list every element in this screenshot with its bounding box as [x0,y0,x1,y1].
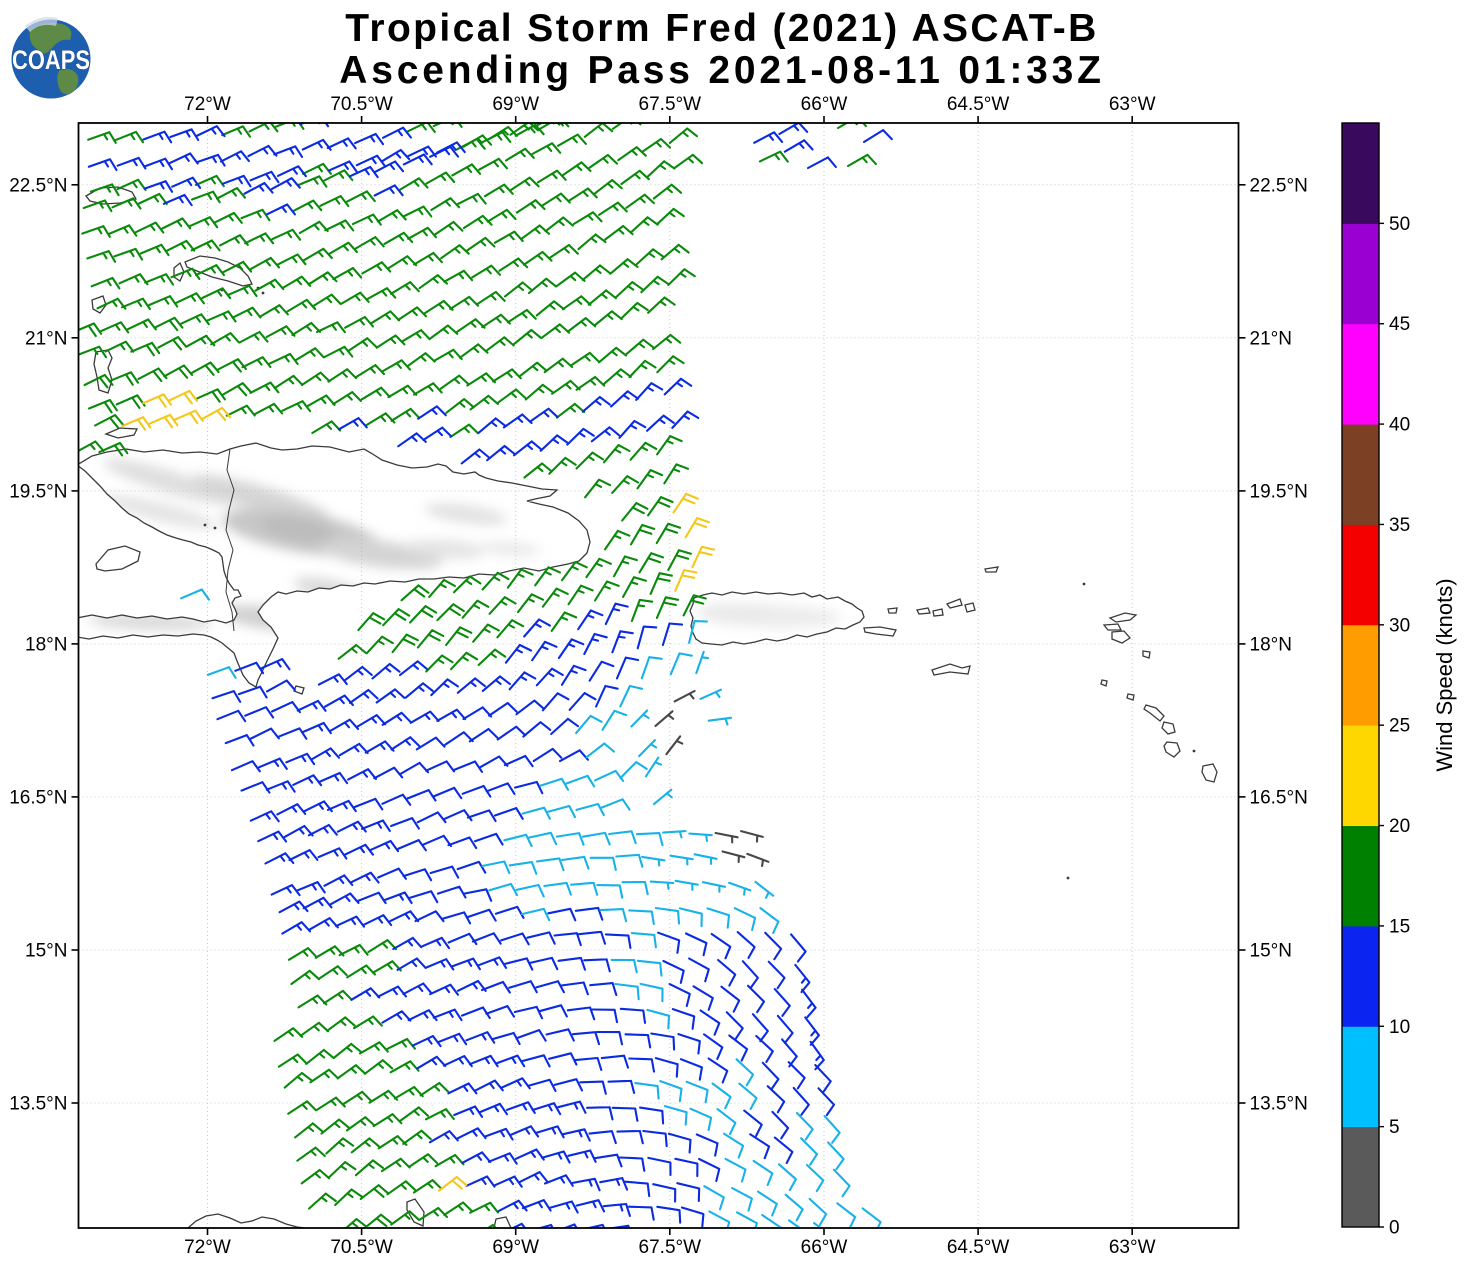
svg-text:70.5°W: 70.5°W [330,1237,393,1258]
svg-text:63°W: 63°W [1109,94,1156,115]
svg-text:13.5°N: 13.5°N [1250,1094,1308,1115]
svg-text:66°W: 66°W [801,94,848,115]
svg-text:64.5°W: 64.5°W [947,1237,1010,1258]
svg-text:Ascending Pass 2021-08-11 01:3: Ascending Pass 2021-08-11 01:33Z [339,49,1104,92]
svg-text:67.5°W: 67.5°W [639,94,702,115]
svg-text:45: 45 [1389,314,1410,335]
svg-text:25: 25 [1389,716,1410,737]
svg-text:10: 10 [1389,1017,1410,1038]
svg-text:35: 35 [1389,515,1410,536]
svg-text:16.5°N: 16.5°N [1250,787,1308,808]
svg-text:63°W: 63°W [1109,1237,1156,1258]
svg-text:COAPS: COAPS [12,45,90,75]
svg-text:67.5°W: 67.5°W [639,1237,702,1258]
svg-text:19.5°N: 19.5°N [1250,481,1308,502]
svg-text:18°N: 18°N [1250,634,1292,655]
svg-text:Tropical Storm Fred (2021) ASC: Tropical Storm Fred (2021) ASCAT-B [345,7,1098,50]
svg-text:15: 15 [1389,916,1410,937]
svg-text:22.5°N: 22.5°N [9,175,67,196]
svg-text:66°W: 66°W [801,1237,848,1258]
svg-text:15°N: 15°N [25,941,67,962]
svg-text:21°N: 21°N [25,328,67,349]
svg-text:0: 0 [1389,1218,1400,1239]
svg-text:15°N: 15°N [1250,941,1292,962]
svg-text:19.5°N: 19.5°N [9,481,67,502]
svg-text:69°W: 69°W [492,1237,539,1258]
svg-text:72°W: 72°W [184,1237,231,1258]
svg-text:13.5°N: 13.5°N [9,1094,67,1115]
svg-text:16.5°N: 16.5°N [9,787,67,808]
svg-text:50: 50 [1389,214,1410,235]
svg-text:5: 5 [1389,1117,1400,1138]
svg-text:18°N: 18°N [25,634,67,655]
svg-text:30: 30 [1389,615,1410,636]
svg-text:40: 40 [1389,415,1410,436]
svg-text:22.5°N: 22.5°N [1250,175,1308,196]
svg-text:Wind Speed (knots): Wind Speed (knots) [1432,578,1457,771]
svg-text:21°N: 21°N [1250,328,1292,349]
svg-text:20: 20 [1389,816,1410,837]
svg-text:72°W: 72°W [184,94,231,115]
svg-text:70.5°W: 70.5°W [330,94,393,115]
svg-text:69°W: 69°W [492,94,539,115]
svg-text:64.5°W: 64.5°W [947,94,1010,115]
